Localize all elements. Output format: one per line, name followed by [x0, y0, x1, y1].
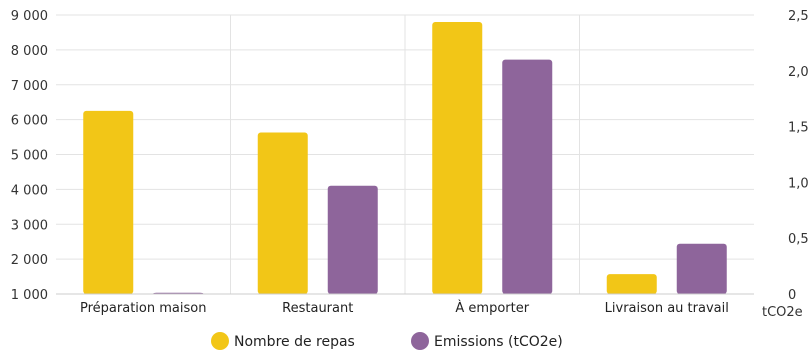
category-label: Restaurant: [282, 301, 353, 316]
right-tick-label: 2,0: [788, 65, 809, 80]
legend-label: Emissions (tCO2e): [434, 334, 563, 350]
left-tick-label: 1 000: [11, 288, 48, 303]
legend-swatch: [411, 332, 429, 350]
right-tick-label: 1,5: [788, 121, 809, 136]
right-tick-label: 1,0: [788, 176, 809, 191]
left-y-axis: 1 000 2 000 3 000 4 000 5 000 6 000 7 000 8 000…: [11, 9, 48, 303]
category-label: À emporter: [455, 300, 529, 316]
right-tick-label: 0,5: [788, 232, 809, 247]
x-axis-categories: Préparation maison Restaurant À emporter Li…: [80, 300, 729, 316]
category-label: Livraison au travail: [605, 301, 729, 316]
legend-label: Nombre de repas: [234, 334, 355, 350]
left-tick-label: 5 000: [11, 149, 48, 164]
left-tick-label: 4 000: [11, 183, 48, 198]
right-axis-unit-label: tCO2e: [762, 305, 803, 320]
bar-emissions: [502, 59, 553, 294]
bar-emissions: [676, 243, 727, 294]
bars: [83, 21, 727, 294]
category-dividers: [230, 15, 580, 294]
bar-repas: [83, 110, 134, 294]
left-tick-label: 3 000: [11, 218, 48, 233]
right-tick-label: 0: [788, 288, 796, 303]
bar-repas: [432, 21, 483, 294]
category-label: Préparation maison: [80, 301, 206, 316]
bar-emissions: [327, 185, 378, 294]
bar-repas: [257, 132, 308, 294]
right-y-axis: 0 0,5 1,0 1,5 2,0 2,5: [788, 9, 809, 303]
left-tick-label: 7 000: [11, 79, 48, 94]
right-tick-label: 2,5: [788, 9, 809, 24]
legend: Nombre de repas Emissions (tCO2e): [211, 332, 563, 350]
left-tick-label: 8 000: [11, 44, 48, 59]
left-tick-label: 2 000: [11, 253, 48, 268]
left-tick-label: 6 000: [11, 114, 48, 129]
left-tick-label: 9 000: [11, 9, 48, 24]
legend-swatch: [211, 332, 229, 350]
bar-repas: [606, 274, 657, 294]
